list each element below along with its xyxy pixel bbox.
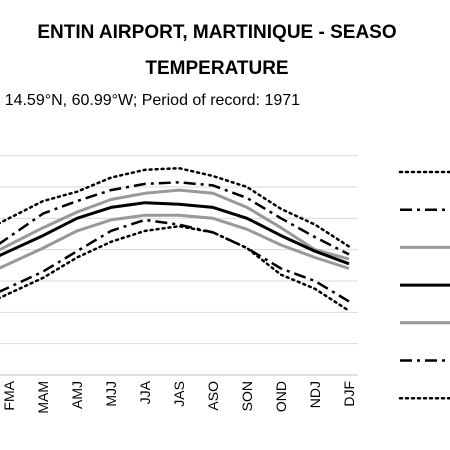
series-line-7 <box>0 224 351 313</box>
series-line-5 <box>0 213 350 270</box>
x-tick-label-son: SON <box>239 381 255 411</box>
series-line-6 <box>0 218 350 303</box>
x-tick-label-aso: ASO <box>205 381 221 411</box>
series-line-2 <box>0 181 350 256</box>
chart-subtitle: on: 14.59°N, 60.99°W; Period of record: … <box>0 92 301 109</box>
x-tick-label-ndj: NDJ <box>307 381 323 408</box>
x-tick-label-ond: OND <box>273 381 289 412</box>
chart-title-line1: ENTIN AIRPORT, MARTINIQUE - SEASO <box>37 22 397 43</box>
x-tick-label-fma: FMA <box>1 380 17 410</box>
x-tick-label-mam: MAM <box>35 381 51 414</box>
x-tick-label-djf: DJF <box>341 381 357 407</box>
series-line-1 <box>0 166 351 248</box>
chart-title-line2: TEMPERATURE <box>145 58 289 79</box>
x-tick-label-amj: AMJ <box>69 381 85 409</box>
x-tick-label-jas: JAS <box>171 381 187 407</box>
x-tick-label-mjj: MJJ <box>103 381 119 407</box>
series-line-4 <box>0 201 350 266</box>
x-tick-label-jja: JJA <box>137 380 153 404</box>
series-line-3 <box>0 188 350 261</box>
